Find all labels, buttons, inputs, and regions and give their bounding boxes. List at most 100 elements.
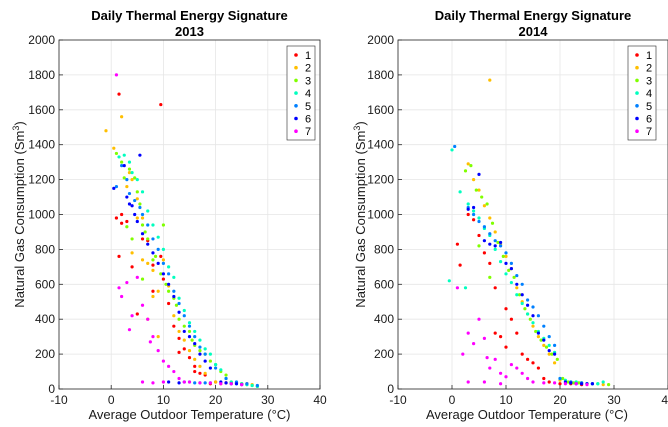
y-tick-label: 2000 (28, 33, 55, 47)
data-point-series-4 (127, 160, 132, 164)
data-point-series-1 (488, 261, 492, 265)
data-point-series-6 (553, 352, 557, 356)
data-point-series-6 (542, 338, 546, 342)
data-point-series-4 (140, 190, 145, 194)
data-point-series-5 (140, 212, 145, 217)
data-point-series-4 (447, 279, 451, 283)
data-point-series-1 (130, 265, 134, 269)
data-point-series-7 (151, 335, 155, 339)
legend-marker-2 (294, 65, 298, 70)
data-point-series-1 (499, 335, 503, 339)
data-point-series-5 (203, 352, 207, 356)
data-point-series-1 (177, 350, 181, 354)
y-tick-label: 600 (374, 277, 394, 291)
data-point-series-3 (544, 345, 549, 349)
data-point-series-4 (130, 171, 134, 175)
data-point-series-2 (488, 216, 492, 220)
data-point-series-3 (555, 357, 559, 361)
data-point-series-5 (493, 239, 497, 243)
data-point-series-3 (187, 329, 192, 334)
y-tick-label: 1800 (28, 68, 55, 82)
data-point-series-4 (250, 383, 254, 388)
data-point-series-5 (499, 244, 503, 248)
data-point-series-3 (182, 324, 186, 328)
data-point-series-6 (466, 207, 470, 211)
data-point-series-6 (515, 282, 519, 286)
data-point-series-4 (458, 190, 462, 194)
data-point-series-4 (122, 153, 126, 157)
data-point-series-4 (515, 293, 519, 297)
data-point-series-5 (509, 261, 513, 265)
data-point-series-2 (130, 251, 134, 255)
y-tick-label: 400 (35, 312, 55, 326)
data-point-series-5 (482, 225, 486, 229)
data-point-series-6 (526, 303, 530, 307)
data-point-series-3 (167, 289, 171, 293)
data-point-series-4 (214, 362, 218, 367)
data-point-series-1 (531, 361, 535, 365)
data-point-series-3 (120, 160, 124, 164)
data-point-series-6 (509, 266, 513, 271)
data-point-series-1 (198, 371, 202, 375)
data-point-series-3 (153, 254, 158, 258)
data-point-series-1 (117, 92, 121, 96)
data-point-series-7 (219, 382, 223, 386)
data-point-series-6 (224, 381, 228, 385)
data-point-series-3 (138, 202, 142, 206)
x-tick-label: 20 (553, 393, 567, 407)
legend-label-7: 7 (646, 126, 652, 138)
data-point-series-4 (601, 380, 605, 384)
data-point-series-5 (515, 273, 519, 278)
data-point-series-2 (146, 261, 150, 265)
data-point-series-6 (167, 380, 171, 384)
data-point-series-6 (177, 381, 181, 385)
data-point-series-2 (151, 294, 155, 299)
y-tick-label: 2000 (367, 33, 394, 47)
x-tick-label: 10 (157, 393, 171, 407)
y-axis-label-2014: Natural Gas Consumption (Sm3) (352, 121, 368, 307)
data-point-series-1 (151, 289, 155, 293)
data-point-series-3 (477, 244, 481, 248)
data-point-series-4 (135, 178, 139, 182)
data-point-series-1 (120, 212, 124, 217)
legend-marker-3 (294, 78, 298, 83)
data-point-series-2 (161, 258, 165, 262)
data-point-series-3 (490, 221, 495, 225)
data-point-series-3 (566, 380, 570, 384)
data-point-series-3 (190, 338, 194, 342)
data-point-series-2 (504, 254, 508, 258)
data-point-series-2 (140, 216, 145, 220)
data-point-series-7 (509, 362, 513, 367)
legend-label-1: 1 (305, 50, 311, 62)
data-point-series-6 (125, 195, 129, 199)
data-point-series-2 (135, 197, 139, 201)
data-point-series-3 (140, 223, 145, 227)
data-point-series-6 (520, 293, 524, 297)
data-point-series-2 (135, 216, 139, 220)
data-point-series-7 (499, 371, 503, 375)
data-point-series-6 (182, 329, 186, 334)
data-point-series-5 (224, 376, 228, 381)
data-point-series-7 (585, 383, 589, 387)
chart-title-2013: Daily Thermal Energy Signature (91, 8, 288, 23)
data-point-series-5 (120, 164, 124, 168)
data-point-series-5 (177, 301, 181, 306)
data-point-series-4 (208, 352, 212, 356)
data-point-series-5 (146, 223, 150, 227)
data-point-series-7 (461, 352, 465, 356)
data-point-series-5 (167, 272, 171, 276)
data-point-series-2 (172, 314, 176, 318)
data-point-series-3 (534, 329, 538, 334)
data-point-series-6 (536, 331, 541, 335)
data-point-series-7 (574, 382, 578, 386)
data-point-series-7 (477, 317, 481, 321)
data-point-series-3 (125, 225, 129, 229)
data-point-series-6 (198, 352, 202, 356)
data-point-series-7 (466, 331, 470, 335)
data-point-series-4 (151, 223, 155, 227)
y-tick-label: 1200 (28, 173, 55, 187)
data-point-series-3 (507, 268, 511, 272)
data-point-series-4 (193, 329, 197, 334)
data-point-series-7 (114, 73, 119, 77)
